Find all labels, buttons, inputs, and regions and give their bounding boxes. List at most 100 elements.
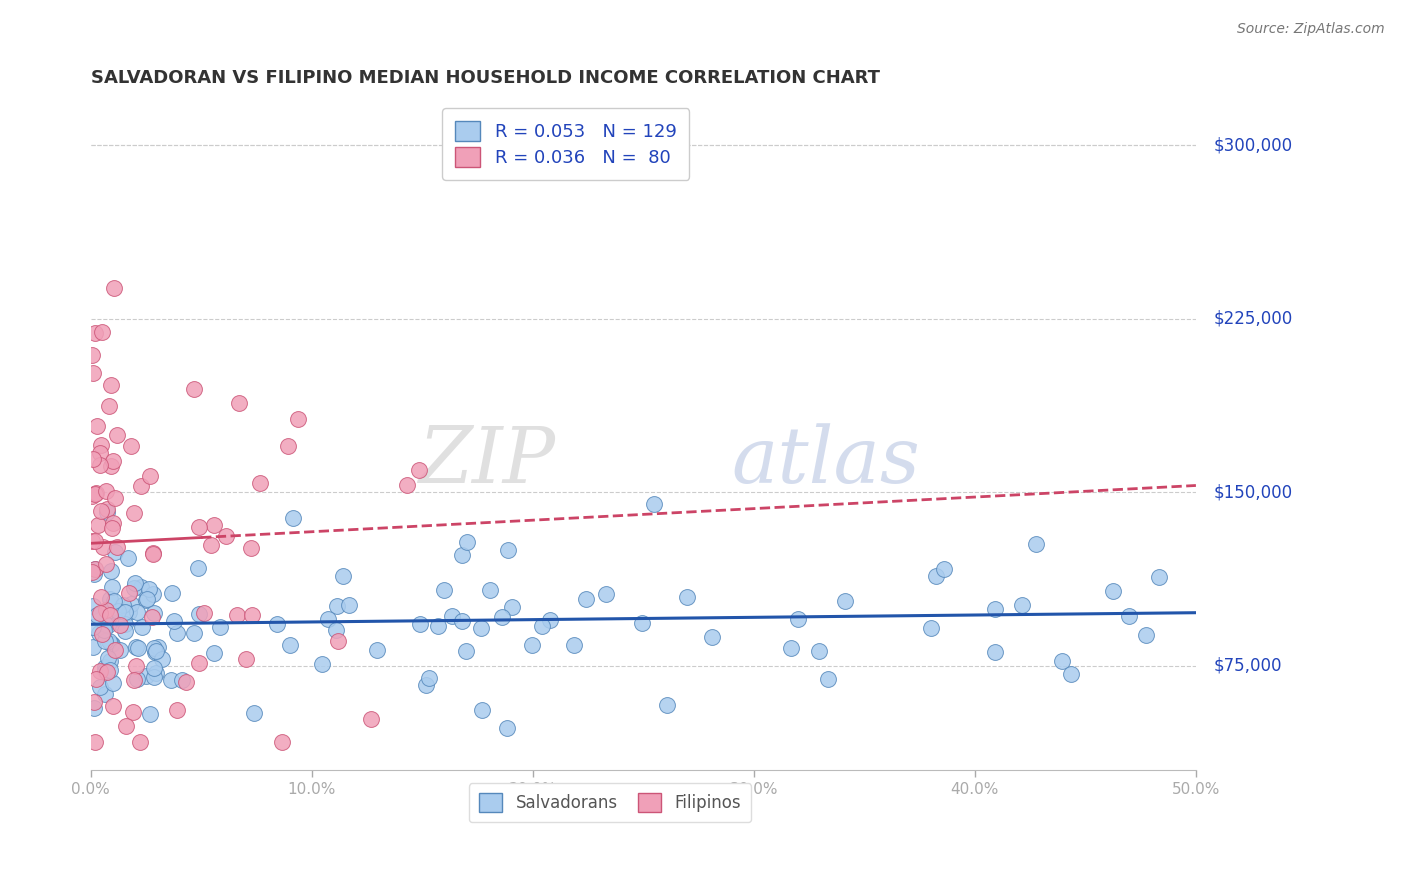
Point [97,400,120,414]
Point [202,517,225,532]
Legend: Salvadorans, Filipinos: Salvadorans, Filipinos [470,783,751,822]
Point [112,598,135,612]
Point [176,675,198,690]
Point [166,703,188,717]
Point [538,613,561,627]
Point [287,412,309,426]
Text: $300,000: $300,000 [1213,136,1292,154]
Point [86,418,108,433]
Point [316,612,339,626]
Point [187,519,209,533]
Point [84,486,107,500]
Point [326,634,349,648]
Point [240,541,263,555]
Point [984,601,1007,615]
Point [630,616,652,631]
Point [188,607,211,621]
Point [131,620,153,634]
Point [100,378,122,392]
Point [143,640,166,655]
Point [478,582,501,597]
Point [93,633,115,648]
Point [920,621,942,635]
Point [143,607,166,621]
Point [122,673,145,688]
Point [932,562,955,576]
Point [90,504,112,518]
Point [83,695,105,709]
Point [160,673,183,687]
Point [676,590,699,604]
Point [531,619,554,633]
Point [225,608,247,623]
Point [311,657,333,671]
Point [80,533,103,548]
Point [129,479,152,493]
Point [103,281,125,295]
Point [89,626,111,640]
Point [817,673,839,687]
Point [103,642,125,657]
Point [142,546,165,560]
Point [215,529,238,543]
Point [97,651,120,665]
Point [100,564,122,578]
Point [451,548,474,562]
Point [108,618,131,632]
Point [396,477,419,491]
Point [103,676,125,690]
Point [643,497,665,511]
Point [129,735,152,749]
Point [188,657,211,671]
Point [120,597,142,611]
Point [139,468,162,483]
Point [807,644,830,658]
Point [89,665,111,679]
Point [101,516,124,530]
Point [94,687,117,701]
Text: $225,000: $225,000 [1213,310,1294,328]
Point [433,582,456,597]
Text: ZIP: ZIP [418,424,555,500]
Point [82,640,104,654]
Point [96,665,118,679]
Point [138,582,160,596]
Point [441,608,464,623]
Point [787,612,810,626]
Point [170,673,193,687]
Point [100,459,122,474]
Point [82,366,104,380]
Point [139,707,162,722]
Point [94,558,117,572]
Point [249,476,271,491]
Point [337,598,360,612]
Point [86,608,108,623]
Point [120,439,142,453]
Point [183,383,205,397]
Text: Source: ZipAtlas.com: Source: ZipAtlas.com [1237,22,1385,37]
Point [91,541,114,555]
Point [89,680,111,694]
Point [135,669,157,683]
Point [1102,583,1125,598]
Point [562,638,585,652]
Point [409,617,432,632]
Point [141,609,163,624]
Point [96,502,118,516]
Point [97,618,120,632]
Point [496,542,519,557]
Point [125,673,148,687]
Point [193,606,215,620]
Point [143,645,166,659]
Point [240,607,263,622]
Point [82,349,104,363]
Point [655,698,678,713]
Point [94,664,117,678]
Point [471,703,494,717]
Point [150,652,173,666]
Point [118,605,141,619]
Point [84,561,107,575]
Point [326,599,349,614]
Point [89,458,111,473]
Point [142,661,165,675]
